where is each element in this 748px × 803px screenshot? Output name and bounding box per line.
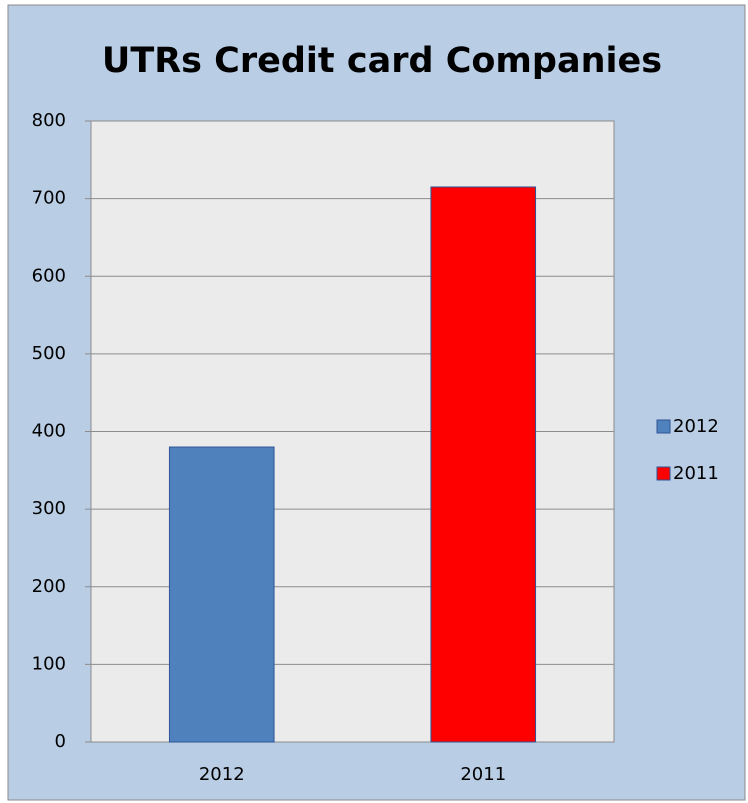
bar	[430, 186, 537, 743]
legend-label: 2011	[673, 463, 719, 484]
bar	[168, 446, 275, 743]
y-tick-label: 200	[32, 576, 66, 597]
legend-label: 2012	[673, 416, 719, 437]
x-tick-label: 2011	[460, 764, 506, 785]
y-tick-label: 700	[32, 188, 66, 209]
legend-swatch	[656, 419, 671, 434]
y-tick-label: 800	[32, 110, 66, 131]
y-tick-label: 300	[32, 498, 66, 519]
legend-swatch	[656, 466, 671, 481]
x-tick-label: 2012	[199, 764, 245, 785]
y-tick-label: 600	[32, 265, 66, 286]
y-tick-label: 500	[32, 343, 66, 364]
y-tick-label: 0	[55, 731, 66, 752]
y-tick-label: 100	[32, 653, 66, 674]
chart-title: UTRs Credit card Companies	[102, 41, 662, 81]
y-tick-label: 400	[32, 421, 66, 442]
